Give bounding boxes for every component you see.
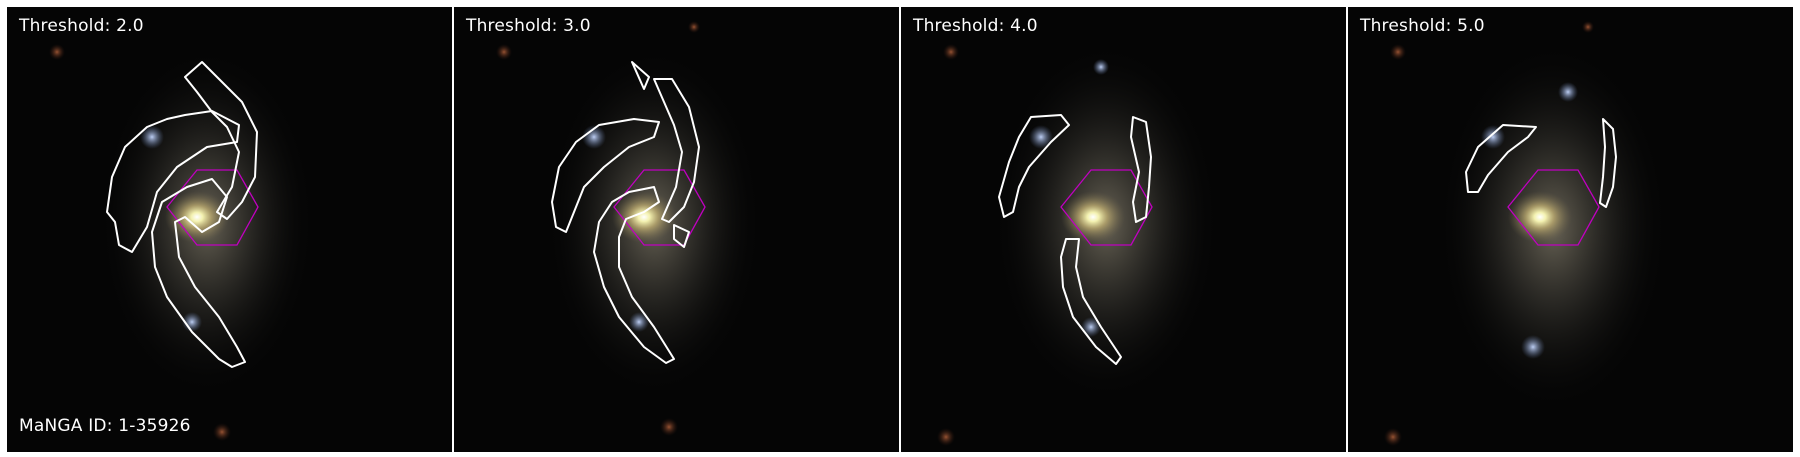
galaxy-image xyxy=(7,7,452,452)
threshold-label: Threshold: 2.0 xyxy=(19,16,144,36)
arm-contour xyxy=(1465,124,1537,193)
threshold-label: Threshold: 5.0 xyxy=(1360,16,1485,36)
hexagon-footprint xyxy=(1060,169,1153,246)
galaxy-image xyxy=(1348,7,1793,452)
arm-contour xyxy=(1130,116,1152,223)
arm-contour xyxy=(998,114,1070,218)
arm-contour xyxy=(1060,238,1122,365)
manga-id-label: MaNGA ID: 1-35926 xyxy=(19,416,191,436)
arm-contour xyxy=(106,110,240,253)
arm-contour xyxy=(593,186,675,364)
arm-contour xyxy=(184,61,258,220)
threshold-label: Threshold: 4.0 xyxy=(913,16,1038,36)
arm-contour xyxy=(151,178,246,368)
galaxy-panel-threshold-2: Threshold: 2.0 MaNGA ID: 1-35926 xyxy=(7,7,452,452)
galaxy-image xyxy=(454,7,899,452)
arm-contour xyxy=(1599,118,1617,208)
arm-contour xyxy=(631,61,650,90)
threshold-label: Threshold: 3.0 xyxy=(466,16,591,36)
arm-contour xyxy=(673,224,690,248)
arm-contour xyxy=(653,78,700,223)
galaxy-image xyxy=(901,7,1346,452)
galaxy-panel-threshold-5: Threshold: 5.0 xyxy=(1348,7,1793,452)
hexagon-footprint xyxy=(166,169,259,246)
galaxy-panel-threshold-4: Threshold: 4.0 xyxy=(901,7,1346,452)
hexagon-footprint xyxy=(1507,169,1600,246)
arm-contour xyxy=(551,118,660,233)
galaxy-panel-threshold-3: Threshold: 3.0 xyxy=(454,7,899,452)
